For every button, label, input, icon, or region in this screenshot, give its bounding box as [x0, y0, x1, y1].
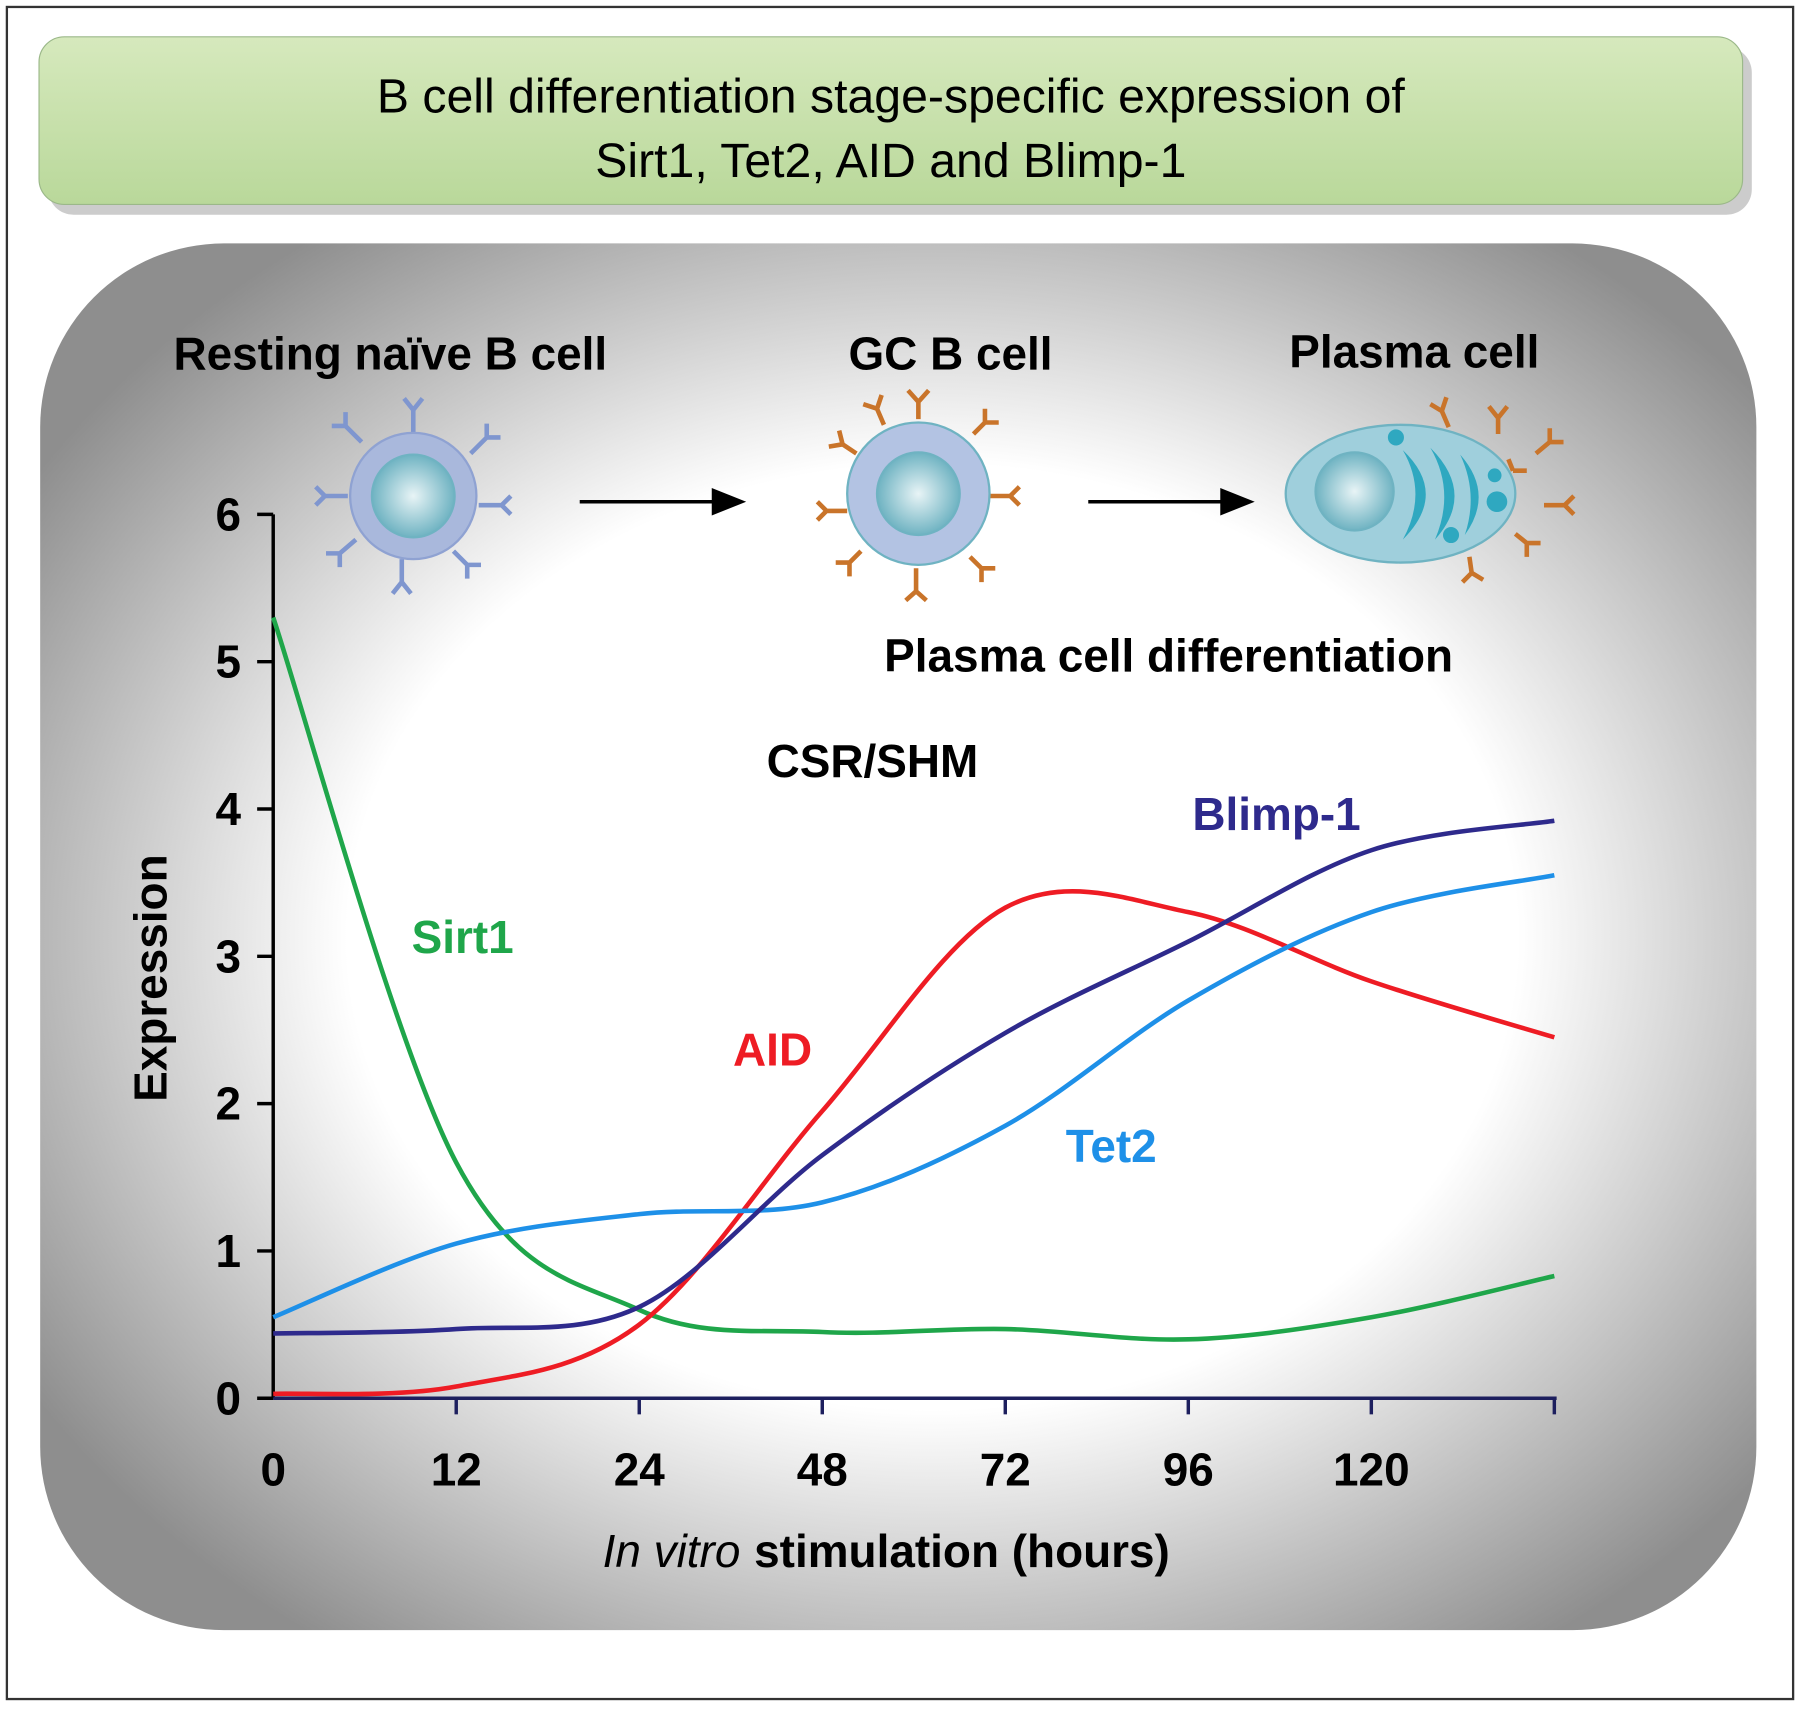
series-label: Tet2 [1066, 1120, 1157, 1172]
title-line: B cell differentiation stage-specific ex… [377, 70, 1406, 124]
annotation: Plasma cell differentiation [884, 630, 1453, 682]
x-tick-label: 120 [1333, 1444, 1410, 1496]
title-box [38, 36, 1744, 205]
title-line: Sirt1, Tet2, AID and Blimp-1 [595, 134, 1186, 188]
y-tick-label: 0 [216, 1372, 242, 1424]
series-line [273, 889, 1556, 1397]
stage-label: GC B cell [848, 328, 1052, 380]
plasma-cell [1284, 396, 1576, 584]
panel [40, 243, 1757, 1631]
x-tick-label: 12 [431, 1444, 482, 1496]
y-tick-label: 5 [216, 636, 242, 688]
stage-label: Plasma cell [1289, 325, 1539, 377]
x-tick-label: 72 [980, 1444, 1031, 1496]
arrow-head [711, 487, 747, 516]
x-tick-label: 0 [260, 1444, 286, 1496]
y-tick-label: 4 [216, 783, 242, 835]
x-axis-label: In vitro stimulation (hours) [603, 1525, 1170, 1577]
x-tick-label: 24 [614, 1444, 666, 1496]
x-tick-label: 96 [1163, 1444, 1214, 1496]
y-tick-label: 2 [216, 1078, 242, 1130]
stage-label: Resting naïve B cell [173, 328, 607, 380]
naive-b-cell [314, 396, 513, 595]
gc-b-cell [815, 388, 1022, 603]
arrow-head [1220, 487, 1255, 516]
y-tick-label: 6 [216, 488, 242, 540]
series-label: Blimp-1 [1192, 788, 1360, 840]
series-line [273, 818, 1555, 1336]
series-line [272, 873, 1555, 1320]
x-axis-label-italic: In vitro [603, 1525, 741, 1577]
series-line [271, 616, 1555, 1342]
y-tick-label: 3 [216, 930, 242, 982]
series-label: Sirt1 [412, 911, 514, 963]
x-axis-label-text: stimulation (hours) [754, 1525, 1170, 1577]
y-tick-label: 1 [216, 1225, 242, 1277]
annotation: CSR/SHM [767, 735, 979, 787]
x-tick-label: 48 [797, 1444, 848, 1496]
series-label: AID [733, 1023, 812, 1075]
y-axis-label: Expression [124, 854, 176, 1102]
